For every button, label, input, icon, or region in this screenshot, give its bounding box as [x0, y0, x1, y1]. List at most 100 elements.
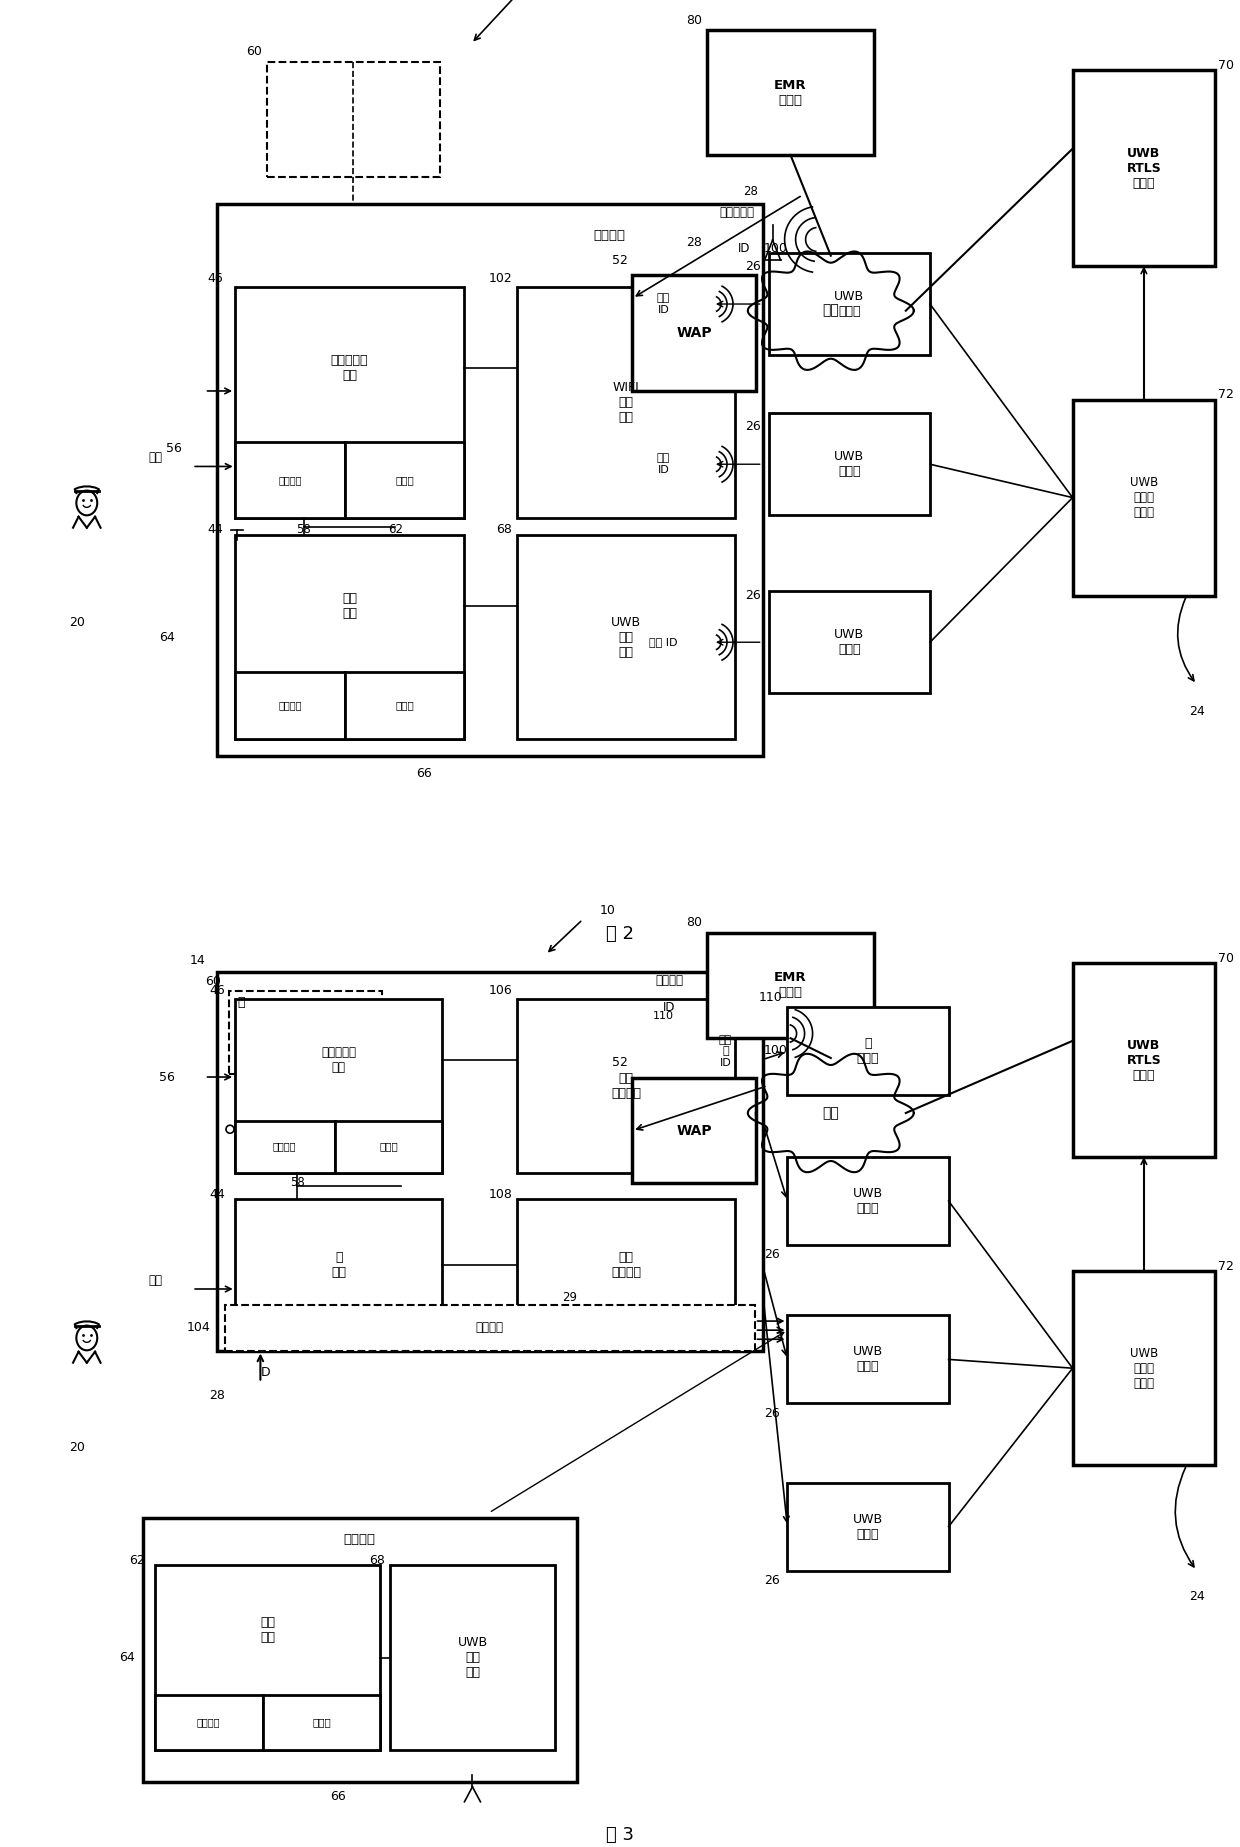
Text: 存储器: 存储器	[396, 475, 414, 486]
Text: 床
电路: 床 电路	[331, 1252, 346, 1280]
Text: UWB
收发器: UWB 收发器	[853, 1188, 883, 1215]
Text: 14: 14	[190, 953, 205, 966]
Text: 语音到文本
模块: 语音到文本 模块	[321, 1045, 356, 1073]
Text: 60: 60	[205, 975, 221, 988]
Text: 29: 29	[562, 1291, 577, 1304]
Text: 存储器: 存储器	[379, 1141, 398, 1153]
Text: 46: 46	[207, 272, 223, 284]
Text: UWB
RTLS
服务器: UWB RTLS 服务器	[1126, 1038, 1162, 1082]
Text: 46: 46	[210, 984, 224, 997]
Text: 72: 72	[1218, 388, 1234, 401]
Text: 26: 26	[745, 419, 761, 432]
Text: 无线
通信电路: 无线 通信电路	[611, 1071, 641, 1099]
Bar	[769, 414, 930, 515]
Bar	[632, 1079, 756, 1184]
Text: 微处理器: 微处理器	[278, 700, 301, 711]
Bar	[345, 441, 464, 519]
Text: UWB
收发器: UWB 收发器	[835, 290, 864, 318]
Text: 56: 56	[166, 443, 181, 456]
Bar	[236, 1199, 443, 1332]
Bar	[236, 999, 443, 1173]
Text: 标签 ID: 标签 ID	[650, 637, 677, 646]
Text: 文本
床
ID: 文本 床 ID	[719, 1034, 732, 1068]
Text: 标签
电路: 标签 电路	[342, 593, 357, 621]
Text: 102: 102	[489, 272, 512, 284]
Bar	[787, 1007, 949, 1095]
Text: 存储器: 存储器	[396, 700, 414, 711]
Text: 28: 28	[743, 185, 758, 198]
Text: 28: 28	[210, 1389, 224, 1402]
Bar	[229, 992, 382, 1075]
Text: 网络: 网络	[822, 303, 839, 318]
Bar	[236, 1121, 335, 1173]
Text: 58: 58	[290, 1177, 305, 1189]
Text: 56: 56	[160, 1071, 175, 1084]
Text: 文本、床: 文本、床	[656, 975, 683, 988]
Text: 网络: 网络	[822, 1106, 839, 1119]
Text: 定位标签: 定位标签	[343, 1533, 376, 1546]
Text: 26: 26	[764, 1574, 780, 1587]
Text: 语音: 语音	[149, 451, 162, 464]
Text: 68: 68	[496, 523, 512, 536]
Text: 28: 28	[687, 236, 702, 249]
Text: 72: 72	[1218, 1260, 1234, 1273]
Text: 图 3: 图 3	[606, 1825, 634, 1843]
Bar	[1073, 70, 1215, 266]
Text: UWB
集线器
计算机: UWB 集线器 计算机	[1130, 1346, 1158, 1389]
Text: 106: 106	[489, 984, 512, 997]
Text: 24: 24	[1189, 706, 1204, 718]
Text: 110: 110	[653, 1010, 673, 1021]
Text: UWB
收发器: UWB 收发器	[853, 1345, 883, 1374]
Text: UWB
收发器: UWB 收发器	[835, 628, 864, 656]
Text: 26: 26	[745, 260, 761, 273]
Text: 微处理器: 微处理器	[197, 1718, 221, 1727]
Bar	[769, 253, 930, 355]
Bar	[155, 1564, 381, 1751]
Text: 标签
电路: 标签 电路	[260, 1616, 275, 1644]
Bar	[787, 1315, 949, 1404]
Bar	[517, 1199, 735, 1332]
Bar	[787, 1156, 949, 1245]
Text: EMR
服务器: EMR 服务器	[774, 79, 807, 107]
Text: 文本、标签: 文本、标签	[719, 207, 754, 220]
Bar	[517, 536, 735, 739]
Text: 床: 床	[237, 996, 244, 1008]
Text: 80: 80	[686, 13, 702, 28]
Text: 64: 64	[160, 630, 175, 643]
Text: UWB
通信
电路: UWB 通信 电路	[458, 1636, 487, 1679]
Bar	[224, 1306, 755, 1350]
Text: 20: 20	[69, 615, 84, 628]
Bar	[787, 1483, 949, 1570]
Bar	[267, 61, 440, 177]
Text: ID: ID	[738, 242, 750, 255]
Text: UWB
集线器
计算机: UWB 集线器 计算机	[1130, 477, 1158, 519]
Text: EMR
服务器: EMR 服务器	[774, 972, 807, 999]
Bar	[1073, 964, 1215, 1156]
Text: 80: 80	[686, 916, 702, 929]
Bar	[143, 1518, 577, 1782]
Bar	[517, 286, 735, 519]
Text: 标签
ID: 标签 ID	[657, 294, 670, 314]
Bar	[1073, 1271, 1215, 1465]
Bar	[217, 972, 763, 1350]
Text: 60: 60	[246, 44, 262, 57]
Bar	[345, 672, 464, 739]
Text: 110: 110	[759, 990, 782, 1005]
Text: UWB
收发器: UWB 收发器	[835, 451, 864, 478]
Bar	[517, 999, 735, 1173]
Text: 62: 62	[388, 523, 403, 536]
Text: 微处理器: 微处理器	[278, 475, 301, 486]
Bar	[236, 536, 464, 739]
Text: 语音到文本
模块: 语音到文本 模块	[331, 355, 368, 382]
Text: 标签
ID: 标签 ID	[657, 453, 670, 475]
Text: UWB
通信
电路: UWB 通信 电路	[611, 615, 641, 659]
Bar	[236, 441, 345, 519]
Text: WAP: WAP	[677, 1123, 712, 1138]
Text: 图 2: 图 2	[606, 925, 634, 942]
Text: 44: 44	[210, 1188, 224, 1201]
Text: WAP: WAP	[677, 325, 712, 340]
Bar	[1073, 399, 1215, 595]
Bar	[769, 591, 930, 693]
Text: 62: 62	[129, 1553, 145, 1566]
Text: WIFI
通信
电路: WIFI 通信 电路	[613, 380, 640, 425]
